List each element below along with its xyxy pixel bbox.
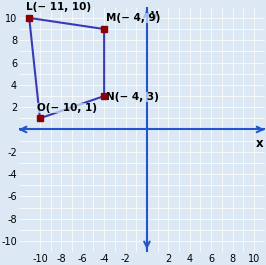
- Text: L(− 11, 10): L(− 11, 10): [26, 2, 91, 12]
- Text: M(− 4, 9): M(− 4, 9): [106, 14, 161, 24]
- Text: N(− 4, 3): N(− 4, 3): [106, 92, 159, 101]
- Text: y: y: [151, 8, 159, 21]
- Text: x: x: [256, 137, 264, 150]
- Text: O(− 10, 1): O(− 10, 1): [37, 103, 97, 113]
